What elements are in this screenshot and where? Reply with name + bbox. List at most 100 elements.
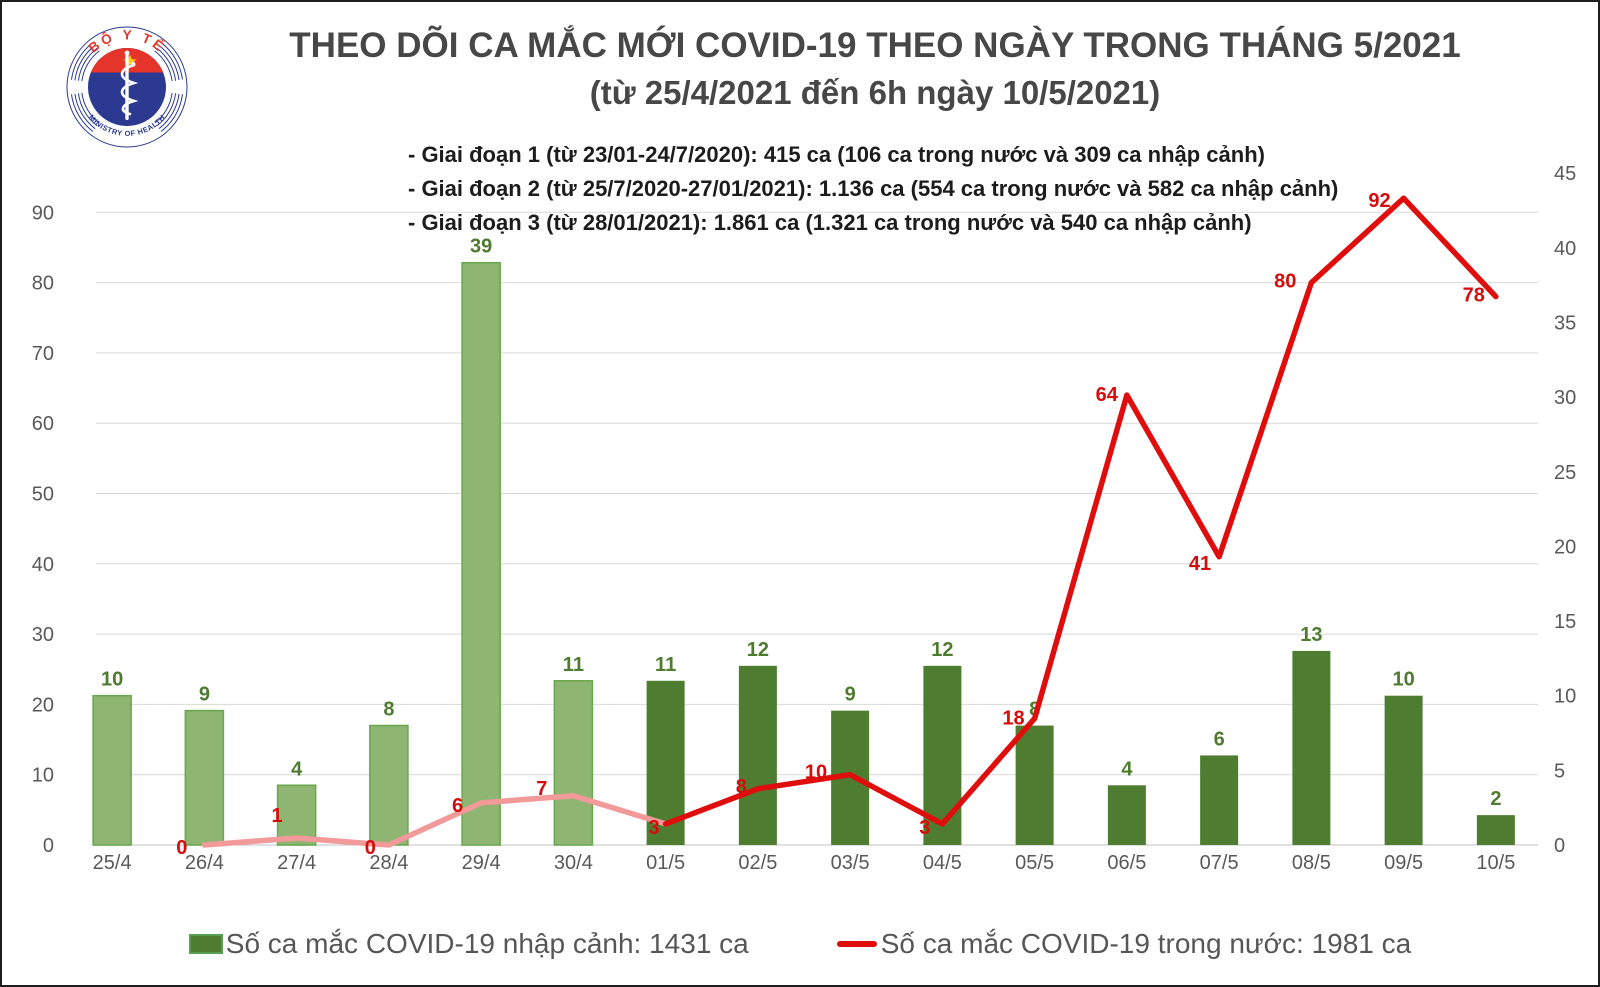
left-axis-tick-label: 70 [32, 343, 54, 365]
annotation-phase-2: - Giai đoạn 2 (từ 25/7/2020-27/01/2021):… [408, 176, 1339, 201]
bar-nhap-canh [1476, 815, 1515, 845]
x-axis-tick-label: 03/5 [831, 852, 870, 874]
page-subtitle: (từ 25/4/2021 đến 6h ngày 10/5/2021) [589, 74, 1161, 111]
bar-nhap-canh [1384, 695, 1423, 845]
left-axis-tick-label: 60 [32, 413, 54, 435]
bar-series-swatch [188, 934, 223, 954]
bar-value-label: 2 [1490, 788, 1501, 810]
right-axis-tick-label: 15 [1554, 611, 1576, 633]
bar-value-label: 12 [747, 639, 769, 661]
star-icon [123, 54, 137, 68]
line-series-swatch [836, 941, 877, 947]
x-axis-tick-label: 01/5 [646, 852, 685, 874]
line-value-label: 10 [805, 762, 827, 784]
bar-nhap-canh [461, 261, 501, 846]
bar-nhap-canh [276, 784, 317, 846]
bar-nhap-canh [1015, 725, 1054, 845]
bar-value-label: 9 [845, 684, 856, 706]
bar-value-label: 10 [1393, 669, 1415, 691]
x-axis-tick-label: 02/5 [738, 852, 777, 874]
bar-value-label: 13 [1300, 624, 1322, 646]
line-value-label: 64 [1096, 384, 1119, 406]
line-value-label: 3 [919, 817, 930, 839]
right-axis-tick-label: 45 [1554, 163, 1576, 185]
x-axis-tick-label: 09/5 [1384, 852, 1423, 874]
bar-value-label: 4 [1121, 758, 1133, 780]
x-axis-tick-label: 28/4 [369, 852, 408, 874]
right-axis-tick-label: 25 [1554, 462, 1576, 484]
bar-nhap-canh [92, 694, 132, 846]
line-trong-nuoc-april [201, 793, 669, 848]
left-axis-tick-label: 50 [32, 484, 54, 506]
line-value-label: 0 [365, 837, 376, 859]
chart-legend: Số ca mắc COVID-19 nhập cảnh: 1431 ca Số… [2, 928, 1598, 960]
x-axis-tick-label: 26/4 [185, 852, 224, 874]
page-title: THEO DÕI CA MẮC MỚI COVID-19 THEO NGÀY T… [289, 26, 1461, 65]
left-axis-tick-label: 10 [32, 765, 54, 787]
line-value-label: 0 [176, 837, 187, 859]
x-axis-tick-label: 10/5 [1476, 852, 1515, 874]
x-axis-tick-label: 05/5 [1015, 852, 1054, 874]
bar-nhap-canh [1107, 785, 1146, 845]
right-axis-tick-label: 40 [1554, 238, 1576, 260]
x-axis-tick-label: 07/5 [1200, 852, 1239, 874]
bar-value-label: 10 [101, 669, 123, 691]
x-axis-tick-label: 25/4 [93, 852, 132, 874]
legend-label-imported: Số ca mắc COVID-19 nhập cảnh: 1431 ca [225, 928, 749, 959]
annotation-phase-1: - Giai đoạn 1 (từ 23/01-24/7/2020): 415 … [408, 142, 1265, 167]
bar-value-label: 9 [199, 684, 210, 706]
line-trong-nuoc-may [662, 195, 1499, 827]
left-axis-tick-label: 20 [32, 694, 54, 716]
bar-nhap-canh [1292, 650, 1331, 845]
annotation-phase-3: - Giai đoạn 3 (từ 28/01/2021): 1.861 ca … [408, 210, 1252, 235]
right-axis-tick-label: 35 [1554, 312, 1576, 334]
line-value-label: 78 [1463, 285, 1485, 307]
phase-annotations: - Giai đoạn 1 (từ 23/01-24/7/2020): 415 … [408, 138, 1338, 240]
bar-nhap-canh [1200, 755, 1239, 845]
x-axis-tick-label: 04/5 [923, 852, 962, 874]
bar-nhap-canh [553, 679, 594, 846]
line-value-label: 18 [1002, 707, 1024, 729]
line-value-label: 7 [536, 778, 547, 800]
legend-label-domestic: Số ca mắc COVID-19 trong nước: 1981 ca [880, 928, 1412, 959]
chart-title-block: THEO DÕI CA MẮC MỚI COVID-19 THEO NGÀY T… [148, 24, 1598, 118]
bar-value-label: 8 [383, 699, 394, 721]
x-axis-tick-label: 27/4 [277, 852, 316, 874]
left-axis-tick-label: 0 [43, 835, 54, 857]
bar-nhap-canh [369, 724, 409, 846]
left-axis-tick-label: 30 [32, 624, 54, 646]
line-value-label: 1 [272, 805, 283, 827]
bar-value-label: 6 [1214, 728, 1225, 750]
line-value-label: 3 [649, 817, 660, 839]
bar-value-label: 11 [563, 654, 584, 676]
right-axis-tick-label: 0 [1554, 835, 1565, 857]
left-axis-tick-label: 90 [32, 202, 54, 224]
line-value-label: 8 [736, 776, 747, 798]
caduceus-icon [120, 50, 139, 120]
line-value-label: 41 [1189, 553, 1211, 575]
right-axis-tick-label: 5 [1554, 760, 1565, 782]
line-value-label: 6 [452, 795, 463, 817]
bar-value-label: 39 [470, 236, 492, 258]
x-axis-tick-label: 29/4 [462, 852, 501, 874]
right-axis-tick-label: 30 [1554, 387, 1576, 409]
line-value-label: 80 [1274, 271, 1296, 293]
line-value-label: 92 [1368, 190, 1390, 212]
legend-item-imported-cases: Số ca mắc COVID-19 nhập cảnh: 1431 ca [188, 928, 749, 960]
x-axis-tick-label: 06/5 [1107, 852, 1146, 874]
ministry-of-health-logo: BỘ Y TẾ MINISTRY OF HEALTH [66, 26, 188, 148]
right-axis-tick-label: 20 [1554, 536, 1576, 558]
bar-value-label: 11 [655, 654, 676, 676]
bar-nhap-canh [738, 665, 777, 845]
right-axis-tick-label: 10 [1554, 686, 1576, 708]
left-axis-tick-label: 40 [32, 554, 54, 576]
x-axis-tick-label: 08/5 [1292, 852, 1331, 874]
bar-nhap-canh [184, 709, 225, 846]
bar-value-label: 12 [931, 639, 953, 661]
left-axis-tick-label: 80 [32, 273, 54, 295]
bar-value-label: 4 [291, 758, 303, 780]
x-axis-tick-label: 30/4 [554, 852, 593, 874]
legend-item-domestic-cases: Số ca mắc COVID-19 trong nước: 1981 ca [836, 928, 1412, 960]
